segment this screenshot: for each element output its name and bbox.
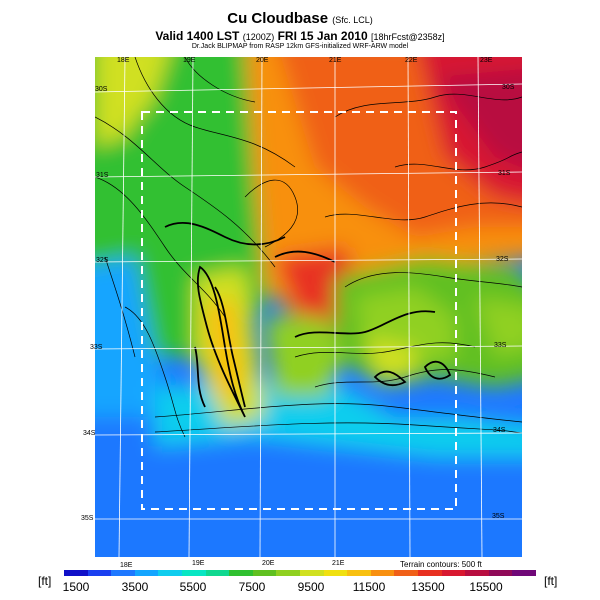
lon-label-21e-top: 21E bbox=[329, 57, 342, 64]
legend-color-cell bbox=[323, 570, 348, 576]
legend-color-cell bbox=[229, 570, 253, 576]
legend-color-cell bbox=[299, 570, 324, 576]
legend-color-cell bbox=[441, 570, 466, 576]
lat-label-32s-left: 32S bbox=[96, 257, 109, 264]
terrain-contours-bold bbox=[164, 222, 452, 418]
lat-label-35s-left: 35S bbox=[81, 515, 94, 522]
legend-tick: 3500 bbox=[121, 580, 149, 594]
lat-label-32s-right: 32S bbox=[496, 256, 509, 263]
legend-color-cell bbox=[512, 570, 536, 576]
lat-label-33s-right: 33S bbox=[494, 342, 507, 349]
legend-color-cell bbox=[87, 570, 112, 576]
legend-color-cell bbox=[134, 570, 159, 576]
legend-color-cell bbox=[417, 570, 442, 576]
lat-label-30s-right: 30S bbox=[502, 84, 515, 91]
legend-tick: 15500 bbox=[469, 580, 503, 594]
map-title: Cu Cloudbase (Sfc. LCL) bbox=[227, 10, 373, 27]
legend-color-cell bbox=[111, 570, 135, 576]
legend-color-cell bbox=[465, 570, 489, 576]
model-credit: Dr.Jack BLIPMAP from RASP 12km GFS-initi… bbox=[191, 43, 409, 50]
lon-label-22e-top: 22E bbox=[405, 57, 418, 64]
map-subtitle: Valid 1400 LST (1200Z) FRI 15 Jan 2010 [… bbox=[0, 29, 600, 43]
lat-label-34s-left: 34S bbox=[83, 430, 96, 437]
lon-label-21e-bottom: 21E bbox=[332, 560, 345, 567]
lon-label-18e-bottom: 18E bbox=[120, 562, 133, 569]
map-title-qualifier: (Sfc. LCL) bbox=[332, 15, 373, 25]
legend-color-cell bbox=[64, 570, 88, 576]
lon-label-18e-top: 18E bbox=[117, 57, 130, 64]
legend-color-cell bbox=[276, 570, 300, 576]
valid-date: FRI 15 Jan 2010 bbox=[277, 29, 368, 43]
legend-color-cell bbox=[205, 570, 230, 576]
legend-color-cell bbox=[488, 570, 513, 576]
valid-time: Valid 1400 LST bbox=[155, 29, 240, 43]
legend-color-cell bbox=[181, 570, 206, 576]
lon-label-19e-top: 19E bbox=[183, 57, 196, 64]
legend-color-cell bbox=[347, 570, 371, 576]
color-legend-bar bbox=[64, 570, 536, 576]
lat-label-33s-left: 33S bbox=[90, 344, 103, 351]
lon-label-19e-bottom: 19E bbox=[192, 560, 205, 567]
legend-tick: 5500 bbox=[179, 580, 207, 594]
legend-tick: 9500 bbox=[297, 580, 325, 594]
lon-label-23e-top: 23E bbox=[480, 57, 493, 64]
terrain-contours bbox=[95, 57, 522, 438]
legend-tick: 7500 bbox=[238, 580, 266, 594]
legend-color-cell bbox=[370, 570, 395, 576]
lon-label-20e-bottom: 20E bbox=[262, 560, 275, 567]
model-domain-boundary bbox=[141, 111, 457, 510]
cloudbase-map bbox=[95, 57, 522, 557]
legend-color-cell bbox=[394, 570, 418, 576]
lon-label-20e-top: 20E bbox=[256, 57, 269, 64]
legend-tick: 1500 bbox=[62, 580, 90, 594]
lat-label-31s-left: 31S bbox=[96, 172, 109, 179]
lat-lon-grid bbox=[95, 57, 522, 557]
legend-tick: 13500 bbox=[411, 580, 445, 594]
lat-label-35s-right: 35S bbox=[492, 513, 505, 520]
legend-color-cell bbox=[158, 570, 182, 576]
forecast-info: [18hrFcst@2358z] bbox=[370, 32, 445, 42]
lat-label-30s-left: 30S bbox=[95, 86, 108, 93]
lat-label-34s-right: 34S bbox=[493, 427, 506, 434]
cloudbase-field bbox=[95, 57, 522, 557]
terrain-contour-note: Terrain contours: 500 ft bbox=[400, 560, 482, 569]
legend-color-cell bbox=[252, 570, 277, 576]
legend-unit-right: [ft] bbox=[544, 574, 558, 588]
legend-tick: 11500 bbox=[352, 580, 386, 594]
legend-unit-left: [ft] bbox=[38, 574, 52, 588]
lat-label-31s-right: 31S bbox=[498, 170, 511, 177]
valid-time-utc: (1200Z) bbox=[242, 32, 275, 42]
